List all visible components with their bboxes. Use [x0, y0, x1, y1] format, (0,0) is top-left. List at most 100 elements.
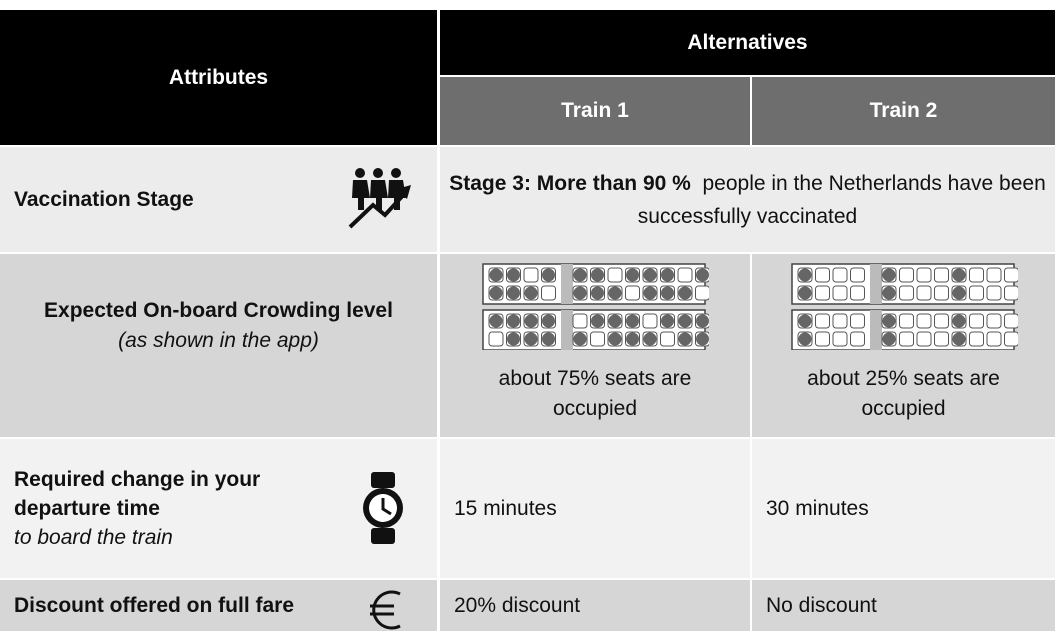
seat-map-part [608, 314, 622, 328]
seat-map-part [591, 314, 604, 328]
seat-map-part [608, 332, 622, 346]
seat-map-part [849, 267, 865, 283]
seat-map-part [590, 331, 605, 347]
seat-map-part [661, 268, 674, 282]
seat-map-part [849, 313, 865, 329]
seat-map-part [507, 332, 520, 346]
seat-map-part [814, 267, 830, 283]
seat-map-part [832, 313, 847, 329]
seat-map-part [832, 285, 847, 301]
seat-map-part [968, 313, 984, 329]
seat-map-part [642, 313, 658, 329]
attribute-cell: Expected On-board Crowding level (as sho… [0, 254, 437, 437]
seat-map-part [591, 286, 604, 300]
departure-cell: 30 minutes [752, 439, 1055, 578]
crowding-cell: about 75% seats are occupied [440, 254, 750, 437]
seat-map-part [916, 331, 931, 347]
seat-map-part [869, 310, 882, 350]
seat-map-part [542, 314, 555, 328]
seat-map-part [798, 268, 811, 282]
crowding-text: about 25% seats are occupied [807, 367, 1000, 420]
seat-map-part [489, 314, 503, 328]
euro-icon [370, 590, 401, 630]
seat-map-part [882, 314, 895, 328]
seat-map [790, 263, 1018, 350]
seat-map-part [952, 268, 965, 282]
seat-map-part [678, 286, 692, 300]
seat-map-part [524, 332, 538, 346]
seat-map-part [798, 314, 811, 328]
seat-map-part [1003, 313, 1018, 329]
seat-map-part [882, 268, 895, 282]
seat-map-part [643, 332, 657, 346]
seat-map-part [814, 313, 830, 329]
seat-map-part [798, 286, 811, 300]
seat-map-part [986, 313, 1001, 329]
seat-map-part [696, 268, 709, 282]
seat-map-part [542, 268, 555, 282]
seat-map-part [986, 285, 1001, 301]
seat-map-part [916, 313, 931, 329]
seat-map-part [489, 286, 503, 300]
alternatives-header: Alternatives [440, 10, 1055, 75]
crowding-text: about 75% seats are occupied [498, 367, 692, 420]
seat-map-part [916, 285, 931, 301]
discount-text: No discount [766, 593, 877, 617]
header-text: Alternatives [687, 30, 808, 54]
seat-map-part [695, 285, 709, 301]
vaccination-cell: Stage 3: More than 90 % people in the Ne… [440, 147, 1055, 252]
header-text: Train 1 [561, 99, 629, 122]
bold-text: Stage 3: More than 90 % [449, 171, 691, 195]
seat-map-part [561, 310, 573, 350]
seat-map-part [626, 314, 639, 328]
seat-map-part [677, 267, 693, 283]
attribute-cell: Discount offered on full fare [0, 580, 437, 631]
seat-map-part [626, 332, 639, 346]
seat-map-part [849, 285, 865, 301]
seat-map-part [524, 286, 538, 300]
attributes-header: Attributes [0, 10, 437, 145]
seat-map-part [814, 285, 830, 301]
seat-map-part [933, 331, 949, 347]
seat-map-part [952, 314, 965, 328]
seat-map-part [898, 267, 914, 283]
seat-map-part [561, 264, 573, 304]
attribute-cell: Vaccination Stage [0, 147, 437, 252]
seat-map-part [678, 332, 692, 346]
departure-cell: 15 minutes [440, 439, 750, 578]
seat-map-part [572, 313, 588, 329]
seat-map-part [643, 286, 657, 300]
seat-map-part [1003, 285, 1018, 301]
seat-map-part [541, 285, 556, 301]
attribute-note: to board the train [14, 526, 173, 549]
seat-map-part [696, 332, 709, 346]
vaccination-icon [348, 168, 411, 229]
seat-map-part [488, 331, 504, 347]
seat-map-part [898, 313, 914, 329]
discount-text: 20% discount [454, 593, 581, 617]
seat-map-part [814, 331, 830, 347]
watch-icon [363, 472, 403, 544]
seat-map-part [573, 268, 587, 282]
seat-map-part [625, 285, 640, 301]
attribute-text: Expected On-board Crowding level [44, 298, 393, 322]
seat-map-part [986, 267, 1001, 283]
seat-map-part [898, 331, 914, 347]
seat-map-part [832, 331, 847, 347]
seat-map-part [986, 331, 1001, 347]
seat-map-part [933, 313, 949, 329]
seat-map-part [660, 331, 675, 347]
seat-map-part [661, 286, 674, 300]
attribute-text: Discount offered on full fare [14, 593, 295, 617]
header-text: Train 2 [869, 99, 938, 122]
seat-map [482, 263, 709, 350]
seat-map-part [1003, 331, 1018, 347]
seat-map-part [968, 331, 984, 347]
seat-map-part [882, 332, 895, 346]
seat-map-part [626, 268, 639, 282]
seat-map-part [798, 332, 811, 346]
discount-cell: 20% discount [440, 580, 750, 631]
seat-map-part [933, 285, 949, 301]
seat-map-part [523, 267, 539, 283]
